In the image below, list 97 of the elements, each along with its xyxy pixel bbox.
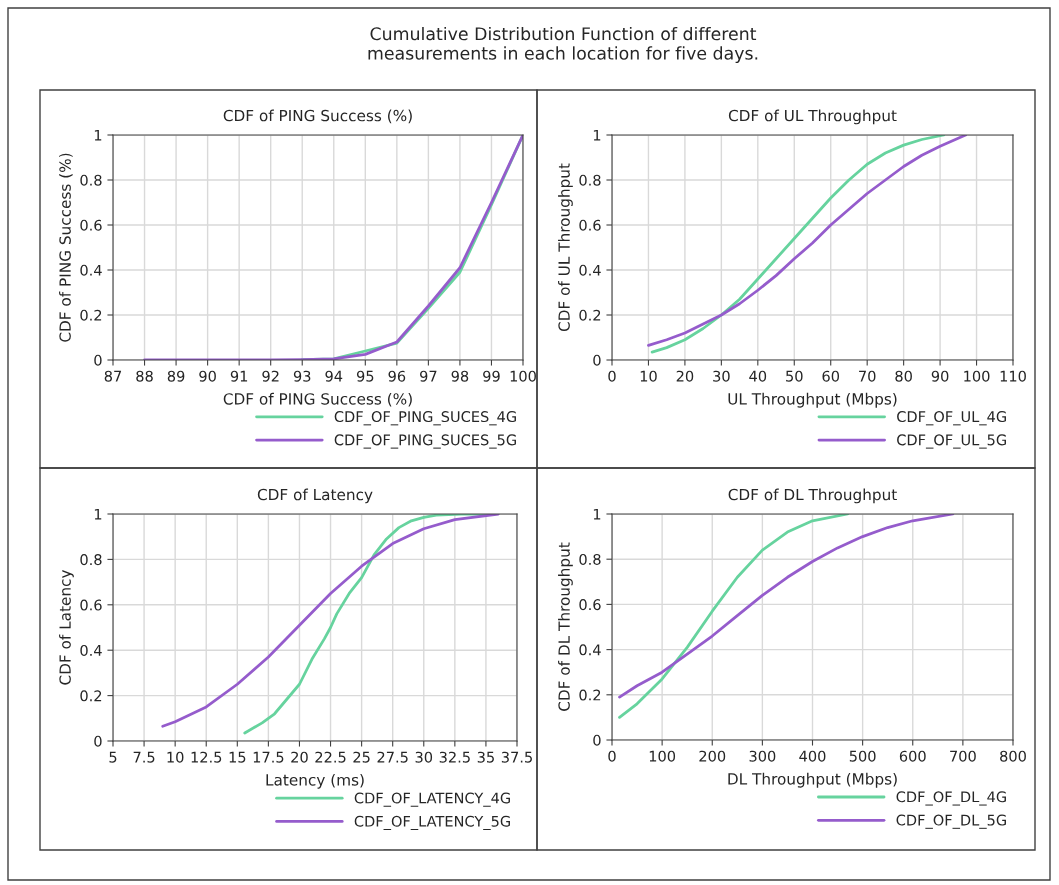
x-tick-label: 87 (104, 370, 122, 382)
x-tick-label: 88 (136, 370, 153, 382)
chart-title: CDF of Latency (257, 488, 373, 504)
x-tick-label: 0 (608, 370, 616, 382)
x-tick-label: 27.5 (377, 751, 408, 763)
x-tick-label: 96 (388, 370, 406, 382)
y-tick-label: 0.6 (579, 599, 601, 611)
x-tick-label: 110 (1000, 370, 1026, 382)
x-tick-label: 80 (895, 370, 912, 382)
x-tick-label: 30 (415, 751, 433, 763)
x-tick-label: 300 (749, 750, 776, 762)
x-tick-label: 94 (325, 370, 343, 382)
text: Cumulative Distribution Function of different measurements in each location for five days. (368, 26, 758, 64)
x-tick-label: 98 (451, 370, 469, 382)
legend-label: CDF_OF_DL_5G (896, 814, 1006, 829)
chart-title: CDF of UL Throughput (728, 109, 897, 125)
y-tick-label: 0.6 (579, 219, 601, 231)
y-tick-label: 0.6 (80, 219, 102, 231)
y-tick-label: 0.8 (579, 553, 601, 565)
legend-label: CDF_OF_UL_4G (897, 411, 1006, 426)
x-tick-label: 91 (230, 370, 248, 382)
x-tick-label: 20 (291, 751, 308, 763)
y-tick-label: 0 (94, 354, 102, 366)
x-tick-label: 25 (353, 751, 370, 763)
y-axis-title: CDF of Latency (59, 569, 74, 685)
x-tick-label: 30 (713, 370, 730, 382)
x-tick-label: 700 (950, 750, 976, 762)
x-axis-title: DL Throughput (Mbps) (728, 772, 897, 788)
y-tick-label: 0.2 (579, 689, 601, 701)
y-tick-label: 1 (593, 508, 601, 520)
y-tick-label: 0 (593, 354, 601, 366)
x-tick-label: 35 (477, 751, 494, 763)
x-tick-label: 200 (699, 750, 726, 762)
y-tick-label: 1 (593, 129, 601, 141)
x-tick-label: 7.5 (133, 751, 155, 763)
line-series (161, 514, 500, 728)
y-tick-label: 1 (94, 129, 102, 141)
x-tick-label: 97 (420, 370, 437, 382)
x-tick-label: 90 (931, 370, 949, 382)
x-tick-label: 10 (167, 751, 184, 763)
chart-title: CDF of PING Success (%) (223, 109, 412, 124)
x-tick-label: 500 (849, 750, 876, 762)
x-tick-label: 20 (676, 370, 694, 382)
line-series (618, 514, 955, 699)
x-tick-label: 99 (483, 370, 500, 382)
legend-label: CDF_OF_LATENCY_4G (354, 792, 510, 807)
x-tick-label: 800 (1000, 750, 1026, 762)
legend-label: CDF_OF_PING_SUCES_5G (334, 434, 516, 449)
y-tick-label: 0.8 (80, 174, 102, 186)
legend-label: CDF_OF_PING_SUCES_4G (334, 411, 516, 426)
y-tick-label: 1 (94, 508, 102, 520)
line-series (618, 514, 849, 719)
x-tick-label: 100 (649, 750, 676, 762)
y-tick-label: 0.4 (80, 264, 102, 276)
x-tick-label: 17.5 (253, 751, 284, 763)
x-tick-label: 600 (899, 750, 926, 762)
x-axis-title: Latency (ms) (266, 773, 364, 789)
x-tick-label: 22.5 (315, 751, 346, 763)
x-tick-label: 5 (109, 751, 117, 763)
y-tick-label: 0.4 (80, 644, 102, 656)
legend-label: CDF_OF_DL_4G (896, 791, 1006, 806)
x-tick-label: 60 (822, 370, 840, 382)
x-tick-label: 15 (229, 751, 246, 763)
x-tick-label: 12.5 (191, 751, 222, 763)
y-tick-label: 0.2 (579, 309, 601, 321)
y-tick-label: 0.4 (579, 264, 601, 276)
x-axis-title: UL Throughput (Mbps) (728, 392, 897, 408)
y-tick-label: 0 (94, 735, 102, 747)
x-tick-label: 93 (293, 370, 311, 382)
x-tick-label: 10 (640, 370, 657, 382)
y-axis-title: CDF of DL Throughput (558, 542, 573, 711)
y-axis-title: CDF of UL Throughput (558, 163, 573, 332)
y-tick-label: 0.4 (579, 644, 601, 656)
x-tick-label: 70 (859, 370, 876, 382)
x-tick-label: 400 (799, 750, 826, 762)
legend-label: CDF_OF_LATENCY_5G (354, 815, 510, 831)
y-axis-title: CDF of PING Success (%) (59, 153, 73, 342)
y-tick-label: 0.6 (80, 599, 102, 611)
y-tick-label: 0.8 (579, 174, 601, 186)
x-axis-title: CDF of PING Success (%) (223, 392, 412, 407)
x-tick-label: 90 (199, 370, 216, 382)
y-tick-label: 0.8 (80, 554, 102, 566)
x-tick-label: 50 (786, 370, 803, 382)
chart-title: CDF of DL Throughput (728, 488, 897, 504)
x-tick-label: 100 (964, 370, 990, 382)
x-tick-label: 89 (167, 370, 185, 382)
x-tick-label: 95 (356, 370, 374, 382)
y-tick-label: 0.2 (80, 690, 102, 702)
legend-label: CDF_OF_UL_5G (897, 434, 1006, 449)
x-tick-label: 40 (749, 370, 767, 382)
x-tick-label: 92 (262, 370, 279, 382)
y-tick-label: 0.2 (80, 309, 102, 321)
x-tick-label: 0 (608, 750, 616, 762)
x-tick-label: 32.5 (439, 751, 470, 763)
x-tick-label: 100 (510, 370, 536, 382)
x-tick-label: 37.5 (501, 751, 532, 763)
y-tick-label: 0 (593, 734, 601, 746)
